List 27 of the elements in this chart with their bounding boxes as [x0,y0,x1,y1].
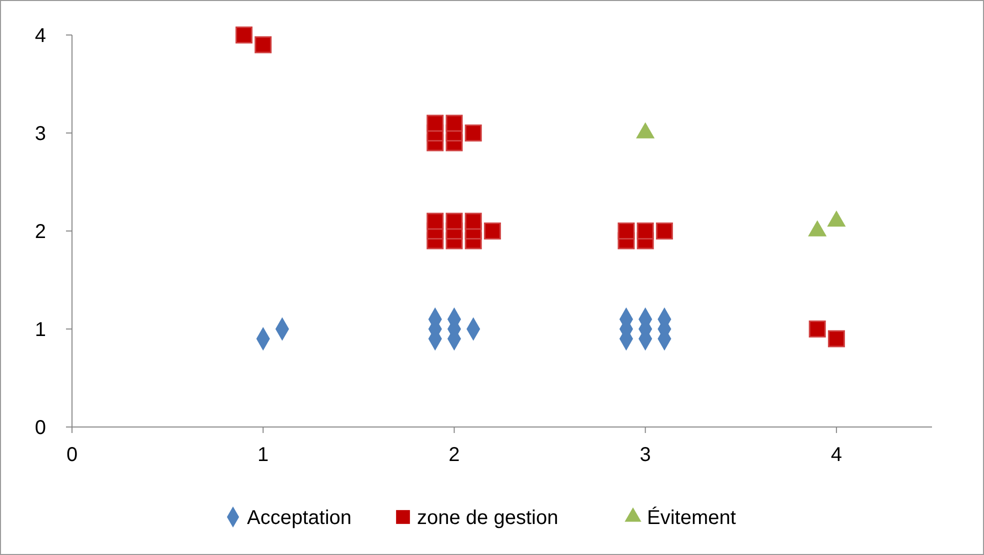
y-tick-label: 4 [34,25,46,47]
point [236,26,252,44]
point [464,124,482,142]
x-tick-label: 2 [448,444,460,466]
y-tick-label: 3 [34,123,46,145]
y-tick-label: 1 [34,319,46,341]
point [426,212,444,230]
x-tick-label: 0 [66,444,78,466]
x-tick-label: 3 [640,444,651,466]
point [828,330,845,348]
point [254,36,272,54]
point [636,222,654,240]
point [484,222,501,240]
x-tick-label: 1 [258,444,269,466]
point [464,212,482,230]
legend-label: Acceptation [247,507,352,529]
y-tick-label: 0 [34,417,46,439]
point [446,212,463,230]
legend-label: Évitement [647,506,736,529]
legend-label: zone de gestion [417,507,558,529]
point [446,114,463,132]
point [426,114,444,132]
point [618,222,635,240]
point [656,222,673,240]
x-tick-label: 4 [830,444,842,466]
y-tick-label: 2 [34,221,46,243]
point [808,320,826,338]
